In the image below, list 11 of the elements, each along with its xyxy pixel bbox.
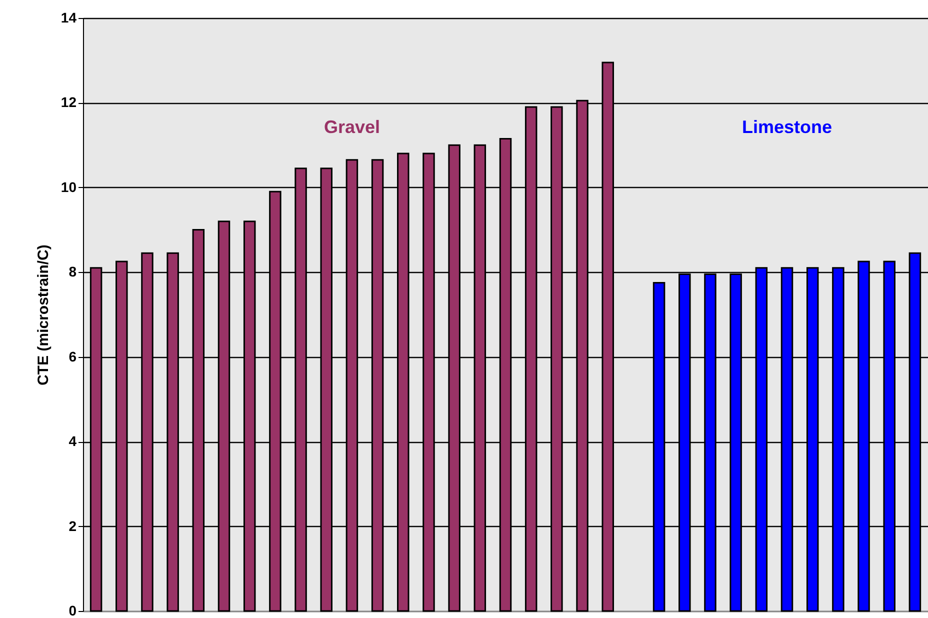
series-label: Gravel xyxy=(324,117,380,137)
y-tick-label: 14 xyxy=(60,10,77,26)
y-tick-label: 10 xyxy=(60,178,77,195)
y-tick-label: 6 xyxy=(68,348,77,364)
y-axis-title: CTE (microstrain/C) xyxy=(34,244,52,386)
y-tick-label: 2 xyxy=(68,518,77,534)
y-tick-label: 4 xyxy=(68,433,77,450)
y-tick-label: 12 xyxy=(60,94,77,110)
y-tick-label: 0 xyxy=(68,602,77,618)
text: Limestone xyxy=(742,117,832,137)
y-tick-label: 8 xyxy=(68,264,77,280)
